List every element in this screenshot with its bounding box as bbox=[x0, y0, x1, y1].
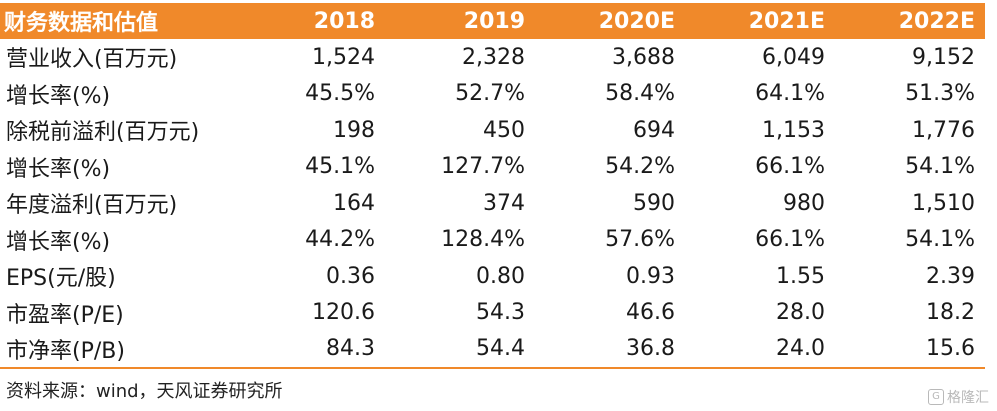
table-cell: 54.1% bbox=[905, 154, 975, 180]
table-cell: 120.6 bbox=[312, 300, 375, 326]
table-row: 增长率(%) 44.2% 128.4% 57.6% 66.1% 54.1% bbox=[0, 222, 985, 259]
table-cell: 84.3 bbox=[326, 336, 375, 362]
table-cell: 1,153 bbox=[762, 117, 825, 143]
table-cell: 54.1% bbox=[905, 227, 975, 253]
table-cell: 450 bbox=[483, 117, 525, 143]
table-cell: 54.3 bbox=[476, 300, 525, 326]
row-label: 市净率(P/B) bbox=[6, 338, 125, 364]
table-header-row: 财务数据和估值 2018 2019 2020E 2021E 2022E bbox=[0, 3, 985, 39]
table-cell: 164 bbox=[333, 190, 375, 216]
table-cell: 0.80 bbox=[476, 263, 525, 289]
header-cell: 2019 bbox=[463, 8, 525, 34]
table-cell: 24.0 bbox=[776, 336, 825, 362]
watermark: G 格隆汇 bbox=[928, 387, 989, 407]
row-label: 增长率(%) bbox=[6, 156, 111, 182]
table-cell: 3,688 bbox=[612, 44, 675, 70]
row-label: EPS(元/股) bbox=[6, 266, 116, 292]
table-row: 市盈率(P/E) 120.6 54.3 46.6 28.0 18.2 bbox=[0, 295, 985, 332]
table-cell: 9,152 bbox=[912, 44, 975, 70]
table-cell: 128.4% bbox=[441, 227, 525, 253]
table-cell: 54.2% bbox=[605, 154, 675, 180]
table-row: 年度溢利(百万元) 164 374 590 980 1,510 bbox=[0, 185, 985, 222]
header-cell: 财务数据和估值 bbox=[4, 11, 159, 36]
table-cell: 590 bbox=[633, 190, 675, 216]
header-cell: 2022E bbox=[898, 8, 975, 34]
table-cell: 52.7% bbox=[455, 81, 525, 107]
table-cell: 2.39 bbox=[926, 263, 975, 289]
table-cell: 45.5% bbox=[305, 81, 375, 107]
header-cell: 2018 bbox=[313, 8, 375, 34]
table-cell: 28.0 bbox=[776, 300, 825, 326]
row-label: 营业收入(百万元) bbox=[6, 47, 178, 73]
table-cell: 64.1% bbox=[755, 81, 825, 107]
table-row: 增长率(%) 45.5% 52.7% 58.4% 64.1% 51.3% bbox=[0, 76, 985, 113]
table-cell: 2,328 bbox=[462, 44, 525, 70]
table-cell: 0.93 bbox=[626, 263, 675, 289]
table-row: 营业收入(百万元) 1,524 2,328 3,688 6,049 9,152 bbox=[0, 39, 985, 76]
table-cell: 57.6% bbox=[605, 227, 675, 253]
table-cell: 1,510 bbox=[912, 190, 975, 216]
table-cell: 1,524 bbox=[312, 44, 375, 70]
table-row: EPS(元/股) 0.36 0.80 0.93 1.55 2.39 bbox=[0, 258, 985, 295]
row-label: 增长率(%) bbox=[6, 229, 111, 255]
table-cell: 0.36 bbox=[326, 263, 375, 289]
table-cell: 18.2 bbox=[926, 300, 975, 326]
header-cell: 2020E bbox=[598, 8, 675, 34]
row-label: 除税前溢利(百万元) bbox=[6, 120, 200, 146]
table-cell: 45.1% bbox=[305, 154, 375, 180]
table-cell: 58.4% bbox=[605, 81, 675, 107]
table-cell: 1,776 bbox=[912, 117, 975, 143]
row-label: 年度溢利(百万元) bbox=[6, 193, 178, 219]
table-cell: 198 bbox=[333, 117, 375, 143]
row-label: 增长率(%) bbox=[6, 83, 111, 109]
table-row: 增长率(%) 45.1% 127.7% 54.2% 66.1% 54.1% bbox=[0, 149, 985, 186]
table-cell: 36.8 bbox=[626, 336, 675, 362]
table-cell: 51.3% bbox=[905, 81, 975, 107]
table-cell: 374 bbox=[483, 190, 525, 216]
table-cell: 6,049 bbox=[762, 44, 825, 70]
table-cell: 66.1% bbox=[755, 154, 825, 180]
table-cell: 980 bbox=[783, 190, 825, 216]
table-cell: 46.6 bbox=[626, 300, 675, 326]
row-label: 市盈率(P/E) bbox=[6, 302, 124, 328]
table-row: 市净率(P/B) 84.3 54.4 36.8 24.0 15.6 bbox=[0, 331, 985, 368]
table-cell: 15.6 bbox=[926, 336, 975, 362]
table-cell: 694 bbox=[633, 117, 675, 143]
financial-table: 财务数据和估值 2018 2019 2020E 2021E 2022E 营业收入… bbox=[0, 3, 985, 369]
watermark-text: 格隆汇 bbox=[947, 390, 989, 406]
header-cell: 2021E bbox=[748, 8, 825, 34]
table-cell: 127.7% bbox=[441, 154, 525, 180]
table-cell: 44.2% bbox=[305, 227, 375, 253]
source-note: 资料来源：wind，天风证券研究所 bbox=[6, 381, 283, 402]
table-cell: 1.55 bbox=[776, 263, 825, 289]
table-cell: 54.4 bbox=[476, 336, 525, 362]
table-cell: 66.1% bbox=[755, 227, 825, 253]
gelonghui-logo-icon: G bbox=[928, 389, 944, 405]
table-row: 除税前溢利(百万元) 198 450 694 1,153 1,776 bbox=[0, 112, 985, 149]
